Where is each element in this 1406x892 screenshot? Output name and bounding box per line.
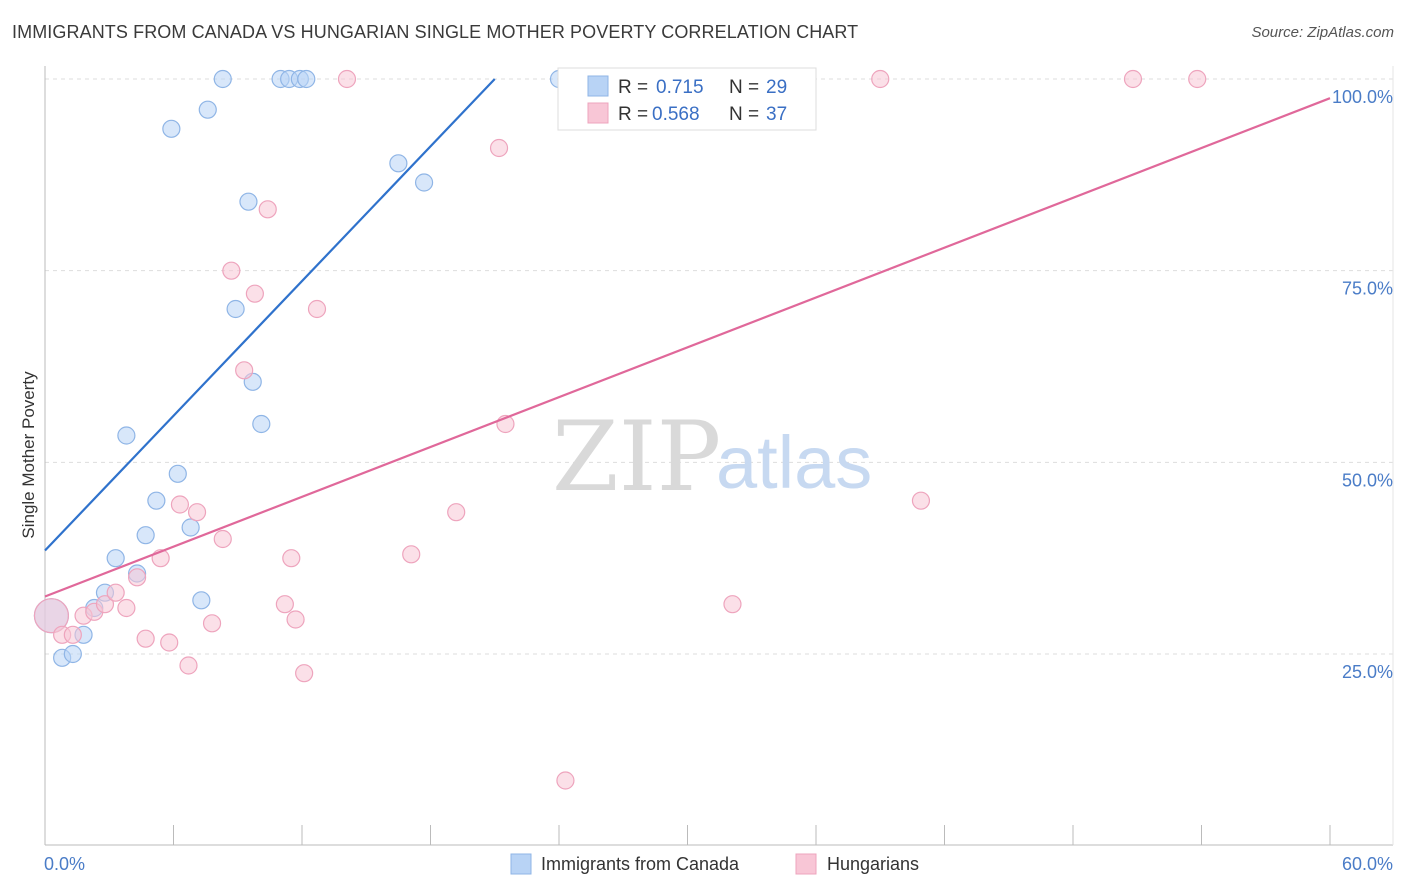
legend-r-value-2: 0.568 [652,104,700,125]
point-pink-8 [127,568,147,587]
legend-swatch-blue [587,75,609,97]
point-pink-35 [1123,69,1143,89]
point-pink-6 [106,583,125,602]
x-tick-label-0: 0.0% [44,854,85,874]
point-blue-9 [136,526,155,545]
series-legend-swatch-blue [510,853,532,875]
point-pink-20 [258,200,277,219]
legend-r-label-2: R = [618,104,648,125]
point-blue-13 [181,518,200,537]
point-pink-24 [295,664,314,683]
point-pink-15 [202,614,222,633]
point-pink-33 [871,69,890,89]
point-blue-6 [106,549,125,568]
axes [44,66,1394,846]
point-blue-16 [213,69,232,89]
x-tick-label-1: 60.0% [1342,854,1393,874]
point-pink-5 [95,595,115,614]
grid-lines [45,78,1393,655]
trend-line-blue [44,78,496,552]
point-pink-13 [179,656,198,675]
point-pink-7 [117,598,136,618]
chart-source: Source: ZipAtlas.com [1251,24,1394,41]
y-tick-label-1: 50.0% [1342,470,1393,490]
trend-line-pink [44,97,1331,598]
legend-n-label-1: N = [729,77,759,98]
point-blue-25 [389,154,408,173]
point-blue-18 [239,192,258,211]
series-legend-swatch-pink [795,853,817,875]
point-blue-2 [63,644,82,664]
point-pink-36 [1188,69,1207,89]
point-blue-7 [117,426,136,445]
point-pink-0 [33,598,70,634]
trend-lines [44,78,1331,598]
point-blue-11 [162,119,181,138]
series-legend-label-blue: Immigrants from Canada [541,854,740,874]
point-blue-10 [147,491,166,510]
point-pink-26 [337,69,357,89]
legend-swatch-pink [587,102,609,124]
point-blue-14 [192,591,211,610]
point-pink-18 [235,361,254,380]
point-pink-19 [245,284,264,303]
point-pink-34 [911,491,931,510]
legend-r-value-1: 0.715 [656,77,704,98]
point-pink-27 [402,545,421,564]
y-tick-labels: 25.0% 50.0% 75.0% 100.0% [1332,87,1393,682]
chart-title: IMMIGRANTS FROM CANADA VS HUNGARIAN SING… [12,22,859,42]
stats-legend: R = 0.715 N = 29 R = 0.568 N = 37 [557,67,817,131]
point-blue-24 [297,69,316,89]
point-pink-16 [213,529,232,549]
point-pink-32 [723,595,742,614]
point-pink-28 [447,503,466,522]
point-pink-25 [307,299,327,319]
point-pink-29 [489,138,509,158]
watermark-atlas: atlas [716,421,872,504]
watermark-zip: ZIP [552,401,721,513]
point-pink-9 [136,629,155,648]
point-blue-15 [198,100,217,119]
legend-n-value-1: 29 [766,77,787,98]
point-blue-12 [168,464,187,483]
legend-n-label-2: N = [729,104,759,125]
series-legend: Immigrants from Canada Hungarians [510,853,919,875]
point-pink-14 [187,503,207,522]
legend-n-value-2: 37 [766,104,787,125]
point-pink-2 [63,625,82,644]
y-axis-label: Single Mother Poverty [19,371,38,539]
y-tick-label-0: 25.0% [1342,662,1393,682]
point-pink-21 [275,595,294,614]
point-pink-17 [222,261,241,280]
y-tick-label-3: 100.0% [1332,87,1393,107]
point-blue-17 [226,299,245,319]
point-pink-11 [160,633,179,652]
point-blue-20 [252,414,271,434]
y-tick-label-2: 75.0% [1342,279,1393,299]
series-legend-label-pink: Hungarians [827,854,919,874]
point-pink-12 [170,495,190,514]
x-tick-labels: 0.0% 60.0% [44,854,1393,874]
point-pink-31 [556,771,575,790]
point-pink-22 [282,549,301,568]
point-pink-23 [286,610,305,629]
point-blue-26 [414,173,434,192]
legend-r-label-1: R = [618,77,648,98]
